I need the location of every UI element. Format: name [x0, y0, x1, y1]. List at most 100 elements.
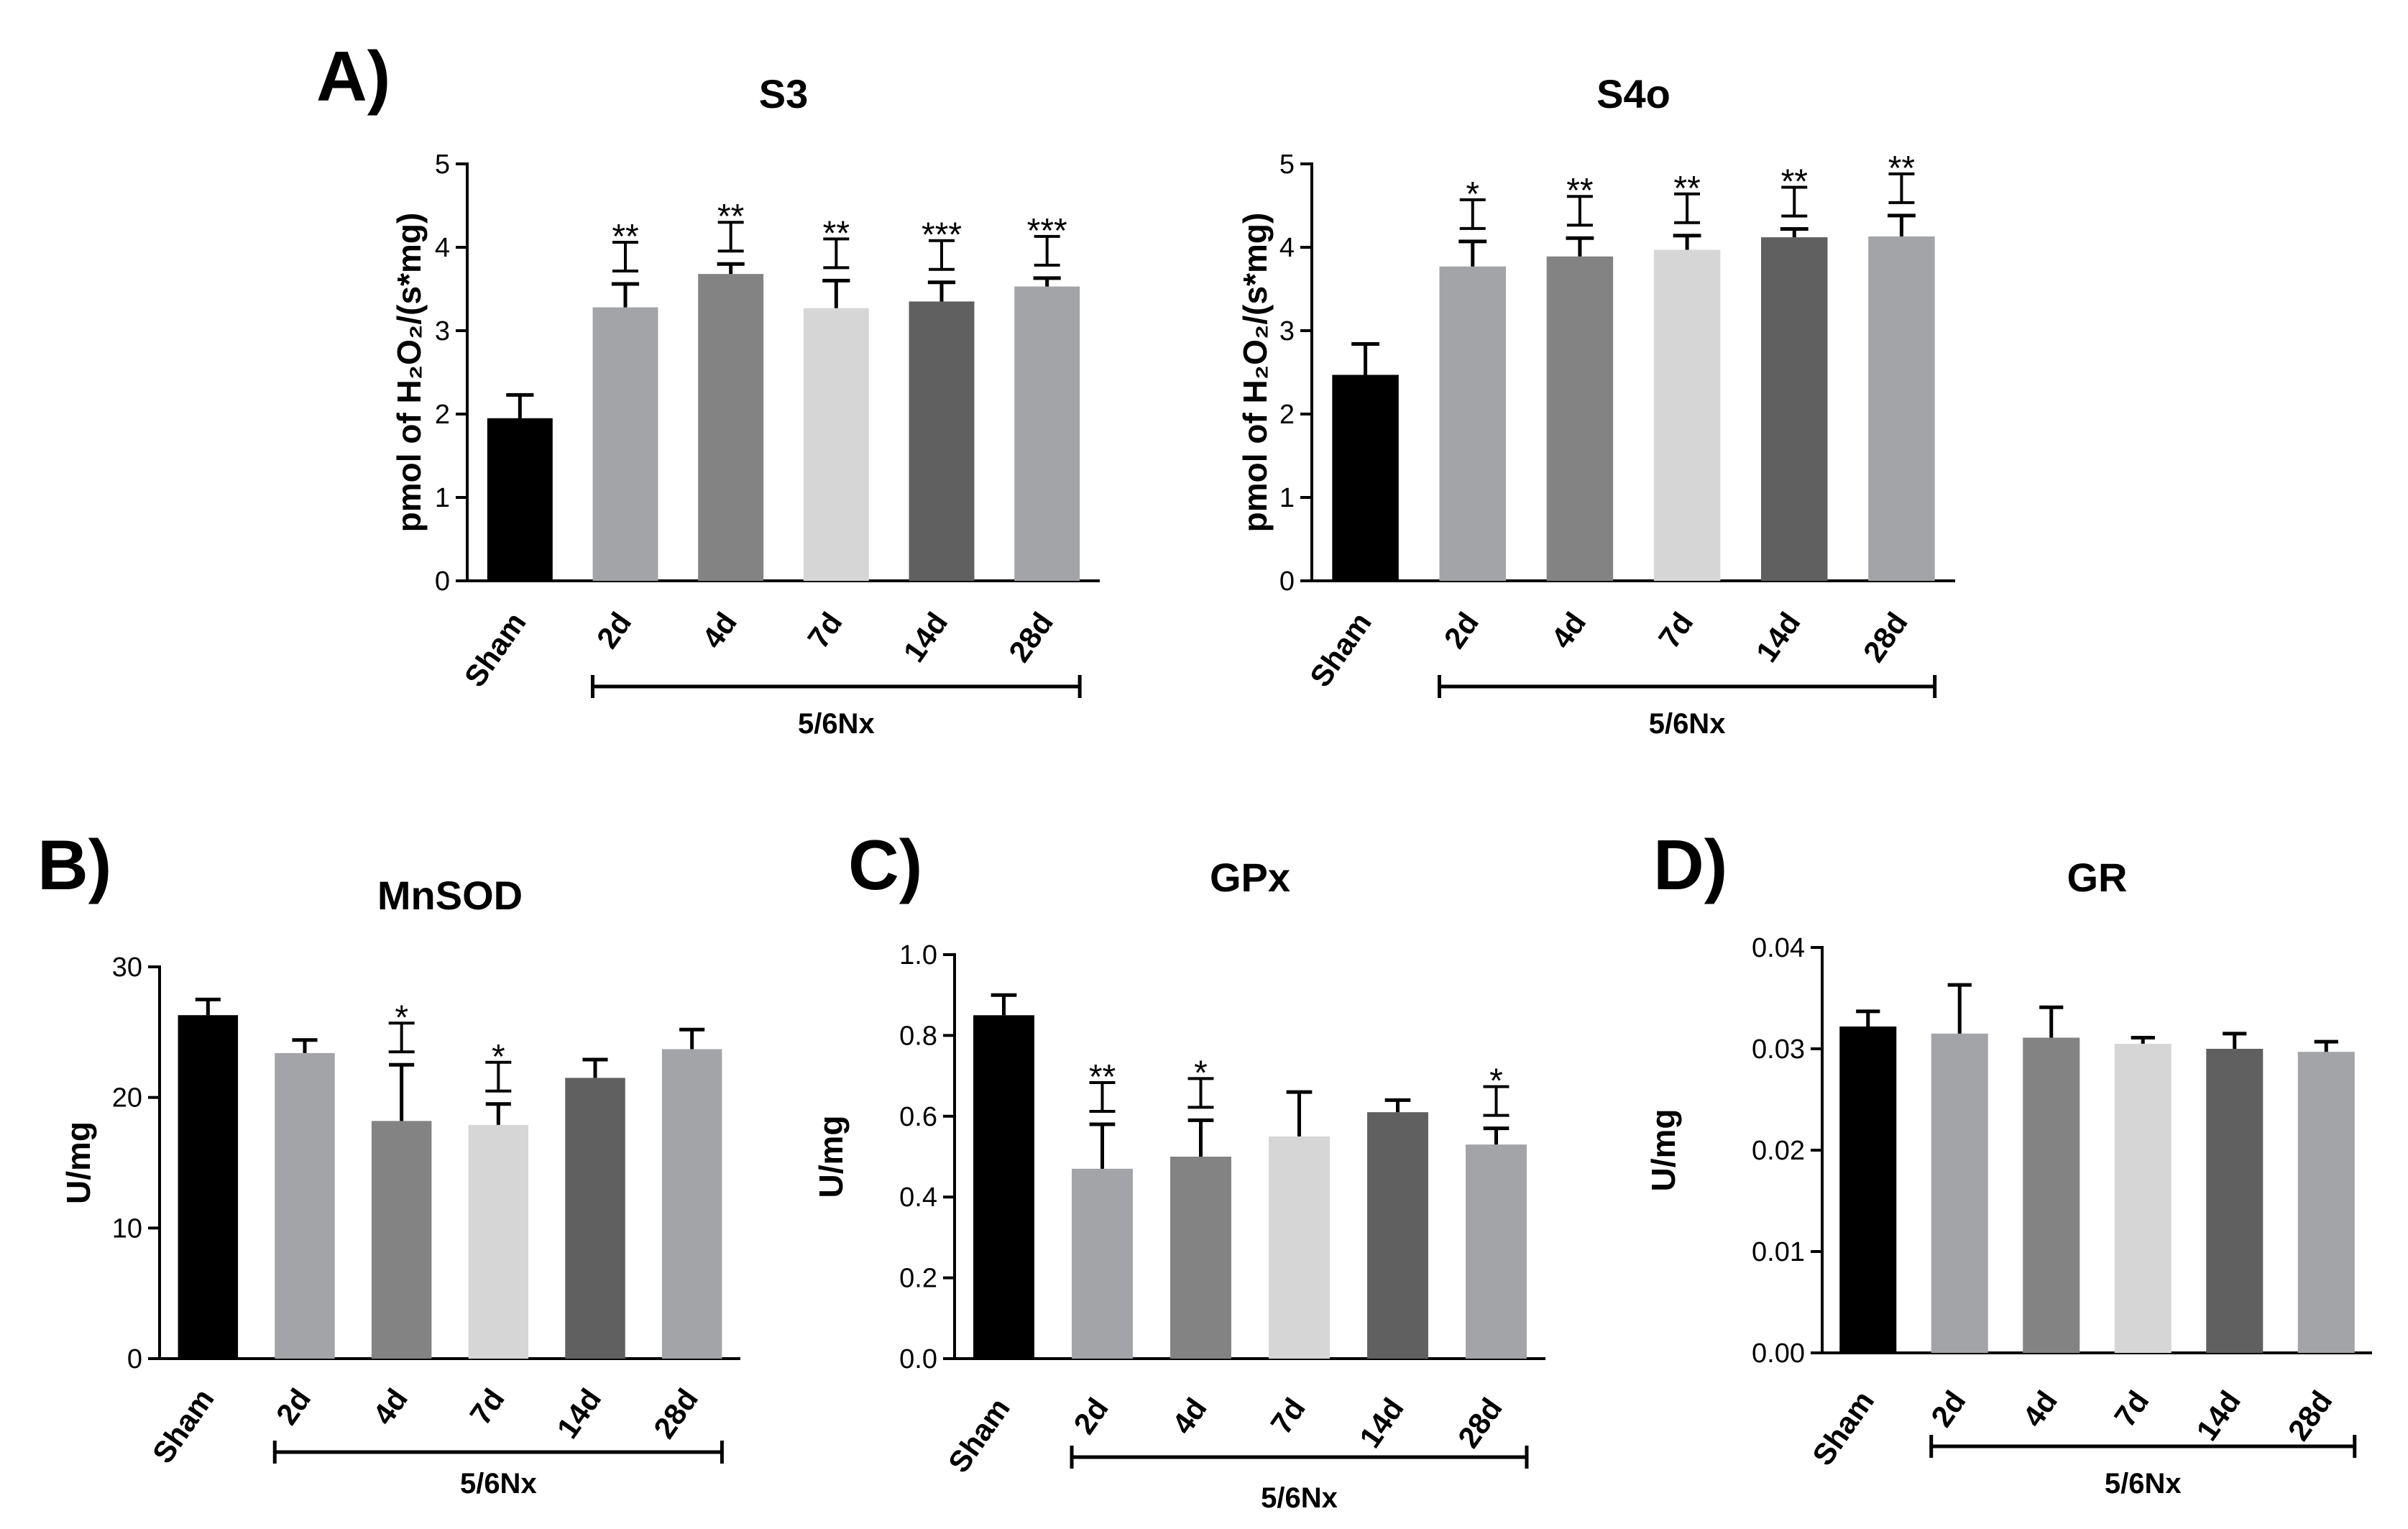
bar-2d: [1931, 1033, 1988, 1353]
significance-label: *: [395, 998, 408, 1037]
y-tick-label: 3: [435, 316, 450, 346]
group-label: 5/6Nx: [460, 1468, 537, 1500]
category-label: 14d: [1750, 606, 1807, 668]
significance-label: **: [612, 218, 638, 256]
category-label: 28d: [2281, 1385, 2339, 1446]
bar-28d: [1014, 286, 1080, 581]
category-label: 28d: [1002, 606, 1060, 668]
chart-4: GR U/mg 0.00 0.01 0.02 0.03 0.04 Sham 2d 4d 7d 14d 2…: [1645, 855, 2372, 1500]
bar-7d: [1269, 1136, 1330, 1359]
category-label: 28d: [1451, 1392, 1509, 1454]
bar-7d: [2114, 1043, 2172, 1353]
y-tick-label: 1: [1279, 483, 1295, 513]
chart-title: GR: [2067, 855, 2128, 900]
category-label: 2d: [1067, 1392, 1115, 1440]
significance-label: **: [1673, 170, 1700, 208]
category-label: 4d: [1165, 1392, 1213, 1440]
bar-28d: [2297, 1052, 2355, 1353]
bar-14d: [1761, 237, 1828, 581]
y-tick-label: 0.03: [1752, 1034, 1805, 1065]
y-tick-label: 3: [1279, 316, 1295, 346]
bar-14d: [909, 301, 975, 581]
y-tick-label: 0.02: [1752, 1136, 1805, 1166]
bar-2d: [1439, 266, 1506, 581]
bar-4d: [1170, 1157, 1231, 1359]
chart-1: S4o pmol of H₂O₂/(s*mg) 0 1 2 3 4 5 Sham * 2d ** 4d *…: [1236, 71, 1955, 740]
category-label: Sham: [1303, 606, 1378, 693]
y-tick-label: 0.04: [1752, 933, 1805, 963]
bar-4d: [698, 274, 764, 581]
category-label: 4d: [1545, 606, 1593, 654]
panel-label-a: A): [316, 37, 390, 116]
y-tick-label: 2: [1279, 400, 1295, 430]
category-label: 4d: [366, 1382, 414, 1431]
bar-14d: [2206, 1049, 2264, 1353]
category-label: 2d: [270, 1382, 318, 1431]
significance-label: **: [1089, 1058, 1116, 1096]
category-label: 14d: [2189, 1385, 2247, 1446]
category-label: 14d: [896, 606, 954, 668]
y-tick-label: 0.6: [899, 1102, 937, 1132]
category-label: 7d: [463, 1382, 511, 1431]
bar-sham: [487, 418, 553, 581]
category-label: 4d: [695, 606, 743, 654]
significance-label: **: [1566, 172, 1593, 210]
significance-label: *: [492, 1038, 505, 1076]
category-label: 7d: [1652, 606, 1700, 654]
bar-14d: [1367, 1112, 1428, 1359]
chart-title: MnSOD: [377, 873, 523, 918]
category-label: 7d: [801, 606, 849, 654]
y-tick-label: 30: [112, 952, 142, 983]
y-tick-label: 5: [1279, 150, 1295, 180]
category-label: 2d: [590, 606, 638, 654]
bar-7d: [1653, 249, 1721, 581]
category-label: Sham: [1806, 1385, 1880, 1471]
chart-title: S3: [759, 71, 809, 116]
y-axis-label: pmol of H₂O₂/(s*mg): [1236, 213, 1274, 533]
category-label: 14d: [550, 1382, 607, 1444]
y-tick-label: 0.4: [899, 1183, 937, 1213]
group-label: 5/6Nx: [798, 708, 875, 740]
bar-14d: [565, 1078, 625, 1359]
significance-label: **: [823, 214, 850, 252]
bar-2d: [275, 1052, 335, 1359]
category-label: Sham: [458, 606, 533, 693]
y-tick-label: 1: [435, 483, 450, 513]
category-label: Sham: [942, 1392, 1016, 1479]
bar-2d: [1072, 1168, 1133, 1359]
bar-2d: [592, 307, 658, 581]
significance-label: *: [1194, 1054, 1208, 1092]
group-label: 5/6Nx: [2105, 1468, 2182, 1500]
bar-7d: [468, 1124, 529, 1359]
y-tick-label: 4: [1279, 233, 1295, 263]
chart-3: GPx U/mg 0.0 0.2 0.4 0.6 0.8 1.0 Sham ** 2d * 4d 7d 14…: [812, 855, 1545, 1514]
bar-sham: [1332, 375, 1399, 581]
y-tick-label: 2: [435, 400, 450, 430]
chart-title: GPx: [1210, 855, 1290, 900]
bar-4d: [2023, 1037, 2080, 1353]
y-tick-label: 0: [1279, 566, 1295, 597]
y-axis-label: U/mg: [60, 1121, 97, 1204]
chart-title: S4o: [1596, 71, 1671, 116]
bar-sham: [1839, 1026, 1897, 1353]
category-label: 28d: [647, 1382, 704, 1444]
panel-label-c: C): [848, 825, 922, 904]
bar-4d: [1546, 256, 1614, 581]
y-tick-label: 0: [127, 1344, 142, 1374]
y-tick-label: 0.01: [1752, 1237, 1805, 1267]
significance-label: **: [717, 198, 744, 236]
bar-7d: [803, 308, 869, 581]
y-tick-label: 5: [435, 150, 450, 180]
y-tick-label: 0: [435, 566, 450, 597]
category-label: 28d: [1857, 606, 1914, 668]
chart-0: S3 pmol of H₂O₂/(s*mg) 0 1 2 3 4 5 Sham ** 2d ** 4d *…: [390, 71, 1100, 740]
significance-label: ***: [922, 216, 962, 254]
y-tick-label: 20: [112, 1083, 142, 1114]
bar-sham: [973, 1015, 1034, 1359]
category-label: 4d: [2016, 1385, 2064, 1433]
y-axis-label: U/mg: [1645, 1109, 1682, 1192]
bar-28d: [661, 1049, 722, 1359]
category-label: 2d: [1438, 606, 1486, 654]
panel-label-b: B): [37, 825, 111, 904]
